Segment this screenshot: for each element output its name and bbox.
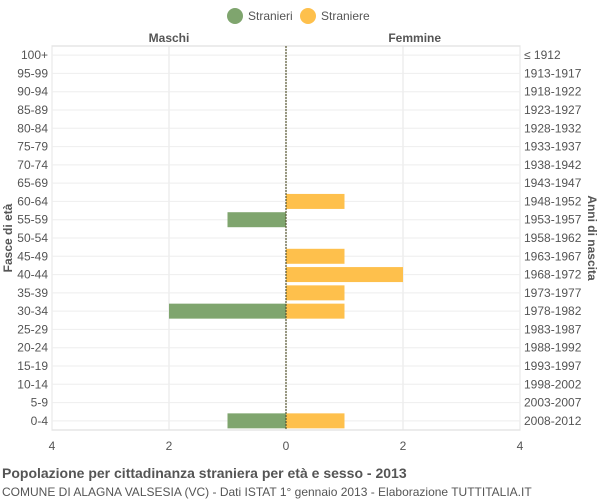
age-label: 95-99 <box>17 66 48 80</box>
labels: 4 2 0 2 4 100+ ≤ 1912 95-99 1913-1917 90-94 1918-1… <box>1 31 599 453</box>
birth-year-label: 1958-1962 <box>524 231 582 245</box>
legend: Stranieri Straniere <box>227 8 370 24</box>
age-label: 55-59 <box>17 213 48 227</box>
x-tick-label: 0 <box>283 439 290 453</box>
birth-year-label: 2003-2007 <box>524 396 582 410</box>
age-label: 60-64 <box>17 194 48 208</box>
birth-year-label: 1938-1942 <box>524 158 582 172</box>
birth-year-label: 1928-1932 <box>524 121 582 135</box>
age-label: 30-34 <box>17 304 48 318</box>
chart-title: Popolazione per cittadinanza straniera p… <box>2 465 407 481</box>
age-label: 25-29 <box>17 322 48 336</box>
birth-year-label: 1918-1922 <box>524 85 582 99</box>
bar-female <box>286 413 345 429</box>
age-label: 75-79 <box>17 140 48 154</box>
birth-year-label: 1988-1992 <box>524 341 582 355</box>
age-label: 80-84 <box>17 121 48 135</box>
age-label: 65-69 <box>17 176 48 190</box>
bar-female <box>286 248 345 264</box>
age-label: 90-94 <box>17 85 48 99</box>
legend-swatch <box>227 8 243 24</box>
birth-year-label: 1963-1967 <box>524 249 582 263</box>
x-tick-label: 4 <box>517 439 524 453</box>
age-label: 40-44 <box>17 268 48 282</box>
birth-year-label: 1968-1972 <box>524 268 582 282</box>
bar-male <box>227 413 286 429</box>
bar-female <box>286 285 345 301</box>
legend-label: Straniere <box>321 9 370 23</box>
age-label: 20-24 <box>17 341 48 355</box>
bar-female <box>286 193 345 209</box>
femmine-header: Femmine <box>388 31 441 45</box>
age-label: 5-9 <box>31 396 49 410</box>
age-label: 45-49 <box>17 249 48 263</box>
birth-year-label: 1978-1982 <box>524 304 582 318</box>
x-tick-label: 2 <box>400 439 407 453</box>
x-tick-label: 2 <box>166 439 173 453</box>
birth-year-label: 1983-1987 <box>524 322 582 336</box>
birth-year-label: 1948-1952 <box>524 194 582 208</box>
age-label: 85-89 <box>17 103 48 117</box>
chart-subtitle: COMUNE DI ALAGNA VALSESIA (VC) - Dati IS… <box>2 485 532 499</box>
age-label: 0-4 <box>31 414 49 428</box>
legend-swatch <box>300 8 316 24</box>
birth-year-label: 1973-1977 <box>524 286 582 300</box>
birth-year-label: 1933-1937 <box>524 140 582 154</box>
birth-year-label: 1993-1997 <box>524 359 582 373</box>
birth-year-label: 1913-1917 <box>524 66 582 80</box>
bar-male <box>169 303 286 319</box>
age-label: 70-74 <box>17 158 48 172</box>
y-axis-title-left: Fasce di età <box>1 203 15 272</box>
y-axis-title-right: Anni di nascita <box>585 195 599 281</box>
age-label: 15-19 <box>17 359 48 373</box>
age-label: 100+ <box>21 48 48 62</box>
pyramid-chart: 4 2 0 2 4 100+ ≤ 1912 95-99 1913-1917 90-94 1918-1… <box>1 8 599 453</box>
bars <box>169 193 403 429</box>
age-label: 10-14 <box>17 377 48 391</box>
birth-year-label: 1953-1957 <box>524 213 582 227</box>
birth-year-label: 1998-2002 <box>524 377 582 391</box>
maschi-header: Maschi <box>149 31 190 45</box>
x-tick-label: 4 <box>49 439 56 453</box>
birth-year-label: ≤ 1912 <box>524 48 561 62</box>
age-label: 35-39 <box>17 286 48 300</box>
bar-female <box>286 303 345 319</box>
birth-year-label: 1923-1927 <box>524 103 582 117</box>
age-label: 50-54 <box>17 231 48 245</box>
legend-label: Stranieri <box>248 9 293 23</box>
bar-male <box>227 212 286 228</box>
birth-year-label: 1943-1947 <box>524 176 582 190</box>
bar-female <box>286 267 403 283</box>
birth-year-label: 2008-2012 <box>524 414 582 428</box>
